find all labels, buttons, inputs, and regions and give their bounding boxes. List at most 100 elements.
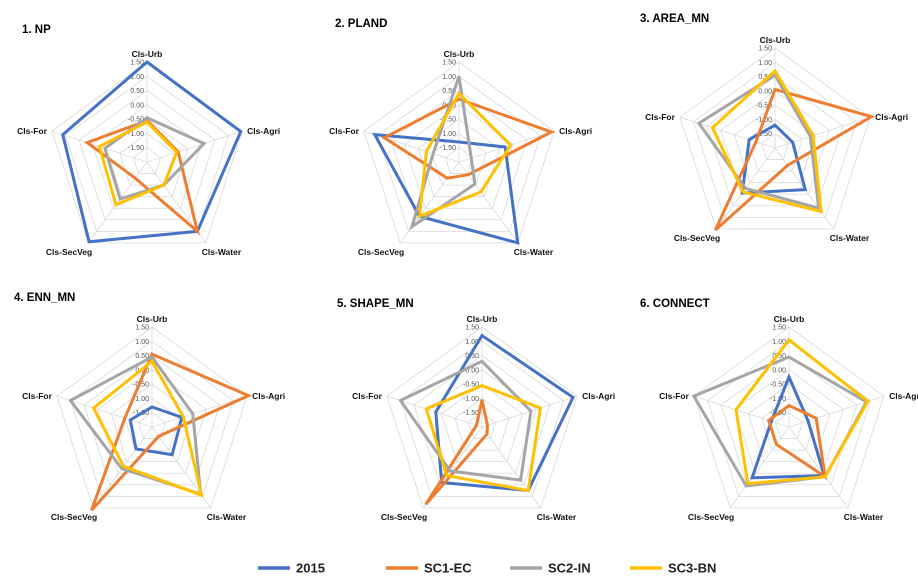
grid-ring [707, 340, 871, 497]
tick-label: 0.00 [758, 88, 772, 95]
grid-ring [110, 383, 194, 463]
axis-label: Cls-Urb [444, 49, 475, 59]
tick-label: -0.50 [463, 382, 479, 389]
series-sc3-bn [424, 383, 543, 493]
axis-label: Cls-Agri [559, 126, 592, 136]
grid-ring [431, 132, 487, 186]
axis-label: Cls-Urb [137, 314, 168, 324]
series-2015 [434, 333, 575, 493]
series-sc3-bn [91, 359, 204, 498]
axis-label: Cls-For [329, 126, 359, 136]
series-sc1-ec [714, 87, 876, 232]
tick-label: 1.50 [442, 60, 456, 67]
series-sc1-ec [381, 97, 556, 180]
axis-label: Cls-For [22, 391, 52, 401]
grid-spoke [679, 116, 776, 149]
tick-label: 1.00 [772, 339, 786, 346]
grid-ring [119, 132, 175, 186]
panel-title: 5. SHAPE_MN [337, 298, 414, 310]
tick-label: 1.50 [130, 60, 144, 67]
tick-label: 0.00 [130, 102, 144, 109]
axis-label: Cls-SecVeg [358, 247, 404, 257]
tick-label: 0.50 [442, 88, 456, 95]
grid-ring [693, 61, 857, 218]
legend-label: 2015 [296, 561, 325, 576]
grid-spoke [729, 426, 790, 509]
tick-label: -1.00 [440, 131, 456, 138]
grid-spoke [788, 426, 849, 509]
grid-spoke [693, 395, 790, 428]
series-sc1-ec [766, 403, 828, 480]
radar-panel-6: 6. CONNECT1.501.000.500.00-0.50-1.00-1.5… [640, 298, 918, 522]
grid-ring [400, 340, 564, 497]
panel-title: 1. NP [22, 24, 51, 36]
tick-label: 0.50 [758, 74, 772, 81]
panels-group: 1. NP 1.50 1.00 0.50 0.00 -0.50 -1.00 -1.50 Cls-… [14, 13, 918, 522]
grid-ring [440, 383, 524, 463]
series-sc2-in [696, 73, 821, 211]
grid-ring [747, 383, 831, 463]
grid-ring [390, 90, 528, 221]
tick-label: -0.50 [440, 117, 456, 124]
tick-label: 1.50 [772, 325, 786, 332]
grid-ring [83, 355, 221, 486]
grid-spoke [481, 426, 542, 509]
tick-label: -1.50 [756, 131, 772, 138]
grid-ring [720, 90, 830, 195]
axis-label: Cls-Water [844, 512, 884, 522]
grid-ring [56, 326, 248, 509]
series-2015 [61, 60, 243, 244]
panel-title: 4. ENN_MN [14, 292, 75, 304]
series-sc2-in [103, 115, 207, 201]
grid-ring [734, 369, 844, 474]
grid-ring [97, 369, 207, 474]
tick-label: -1.50 [463, 410, 479, 417]
axis-label: Cls-Agri [889, 391, 918, 401]
axis-label: Cls-For [659, 391, 689, 401]
grid-ring [132, 147, 162, 174]
tick-label: -1.50 [440, 145, 456, 152]
tick-label: -0.50 [756, 103, 772, 110]
panel-title: 3. AREA_MN [640, 13, 709, 25]
series-sc1-ec [90, 352, 253, 512]
grid-spoke [146, 130, 243, 163]
axis-label: Cls-Urb [774, 314, 805, 324]
series-sc2-in [398, 359, 533, 482]
axis-label: Cls-Agri [875, 112, 908, 122]
series-sc3-bn [97, 120, 179, 207]
grid-ring [706, 76, 844, 207]
legend-label: SC2-IN [548, 561, 591, 576]
panel-title: 2. PLAND [335, 18, 387, 30]
grid-ring [377, 75, 541, 232]
grid-spoke [87, 161, 148, 244]
grid-ring [679, 47, 871, 230]
grid-ring [137, 412, 167, 439]
legend-label: SC1-EC [424, 561, 472, 576]
radar-panel-2: 2. PLAND1.501.000.500.00-0.50-1.00-1.50C… [329, 18, 592, 257]
series-2015 [128, 405, 184, 457]
axis-label: Cls-SecVeg [51, 512, 97, 522]
panel-title: 6. CONNECT [640, 298, 710, 310]
grid-ring [78, 90, 216, 221]
axis-label: Cls-Urb [467, 314, 498, 324]
series-2015 [740, 123, 808, 195]
grid-spoke [151, 395, 248, 428]
grid-spoke [774, 116, 871, 149]
tick-label: -1.00 [133, 396, 149, 403]
grid-ring [747, 118, 803, 172]
tick-label: 0.00 [465, 367, 479, 374]
axis-label: Cls-Water [202, 247, 242, 257]
axis-label: Cls-Agri [252, 391, 285, 401]
radar-panel-3: 3. AREA_MN1.501.000.500.00-0.50-1.00-1.5… [640, 13, 908, 243]
legend: 2015 SC1-EC SC2-IN SC3-BN [258, 561, 716, 576]
tick-label: -1.00 [128, 131, 144, 138]
grid-ring [363, 61, 555, 244]
grid-ring [454, 397, 510, 451]
grid-ring [720, 355, 858, 486]
series-sc3-bn [417, 90, 513, 219]
tick-label: 1.00 [465, 339, 479, 346]
series-sc3-bn [710, 68, 823, 214]
axis-label: Cls-SecVeg [381, 512, 427, 522]
tick-label: -1.00 [770, 396, 786, 403]
